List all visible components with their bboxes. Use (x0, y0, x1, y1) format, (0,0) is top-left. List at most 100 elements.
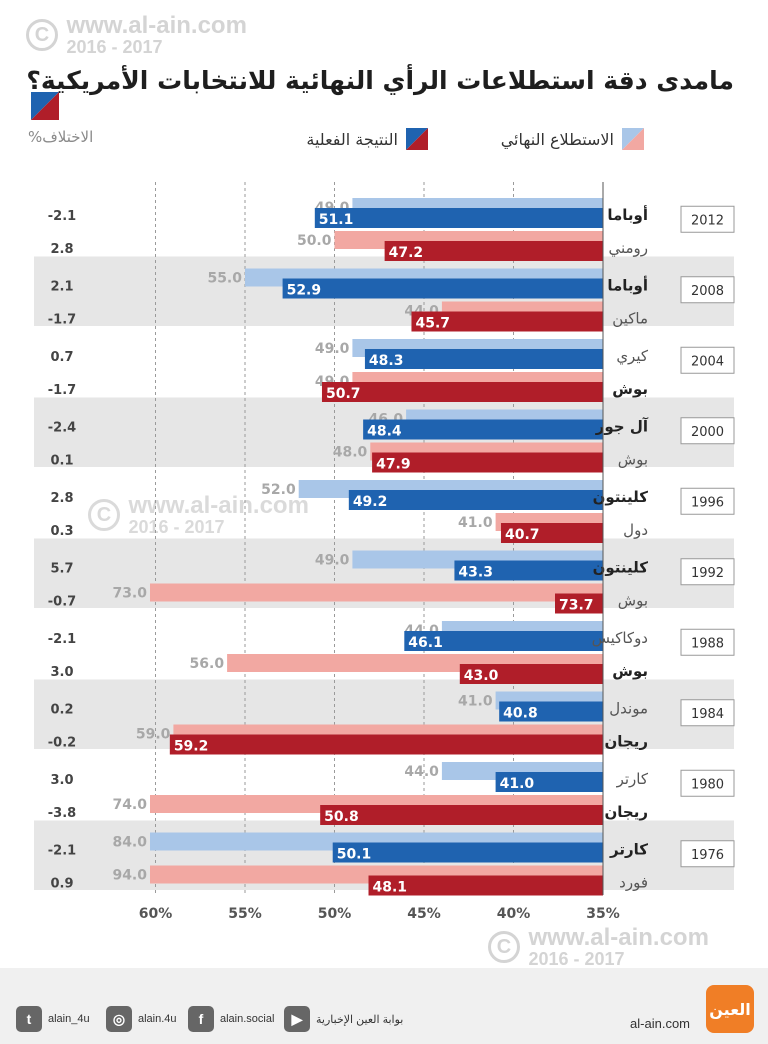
candidate-name: أوباما (607, 205, 648, 224)
youtube-handle: بوابة العين الإخبارية (316, 1013, 404, 1026)
watermark-site: www.al-ain.com (528, 924, 709, 951)
difference-value: 2.8 (50, 242, 73, 257)
result-bar (495, 772, 603, 792)
copyright-icon: C (26, 19, 58, 51)
tick-label: 60% (139, 906, 173, 922)
candidate-name: كيري (616, 347, 649, 366)
result-bar (169, 734, 603, 755)
candidate-name: بوش (618, 592, 648, 610)
watermark-site: www.al-ain.com (128, 492, 309, 519)
candidate-name: بوش (612, 662, 648, 680)
difference-label: الاختلاف% (28, 128, 94, 146)
tick-label: 40% (497, 906, 531, 922)
result-value-label: 47.9 (376, 457, 411, 473)
result-bar (411, 311, 603, 332)
watermark-bottom: C www.al-ain.com 2016 - 2017 (488, 926, 709, 968)
poll-value-label: 50.0 (297, 233, 332, 249)
result-value-label: 40.8 (503, 706, 538, 722)
legend-actual: النتيجة الفعلية (306, 128, 428, 150)
candidate-name: ريجان (604, 803, 648, 821)
difference-value: -2.1 (48, 632, 76, 647)
year-label: 2008 (691, 284, 724, 299)
year-label: 1984 (691, 707, 724, 722)
candidate-name: دوكاكيس (592, 629, 648, 647)
result-value-label: 45.7 (415, 316, 450, 332)
al-ain-logo[interactable]: العين (706, 985, 754, 1033)
poll-value-label: 48.0 (333, 445, 368, 461)
year-label: 1980 (691, 777, 724, 792)
result-bar (500, 523, 603, 543)
instagram-handle: alain.4u (138, 1013, 177, 1025)
legend-poll-swatch (622, 128, 644, 150)
candidate-name: أوباما (607, 276, 648, 295)
difference-value: -0.7 (48, 595, 76, 610)
social-youtube[interactable]: ▶ بوابة العين الإخبارية (284, 1006, 403, 1032)
watermark-years: 2016 - 2017 (66, 37, 163, 57)
result-value-label: 50.1 (337, 847, 372, 863)
candidate-name: رومني (608, 239, 648, 258)
result-bar (499, 701, 603, 722)
legend-actual-label: النتيجة الفعلية (306, 129, 398, 149)
copyright-icon: C (88, 499, 120, 531)
difference-value: 3.0 (50, 665, 73, 680)
difference-icon (31, 92, 59, 120)
poll-value-label: 44.0 (404, 764, 439, 780)
year-box (680, 346, 735, 374)
watermark-years: 2016 - 2017 (128, 517, 225, 537)
candidate-name: بوش (618, 451, 648, 469)
social-instagram[interactable]: ◎ alain.4u (106, 1006, 177, 1032)
difference-value: 3.0 (50, 773, 73, 788)
result-value-label: 41.0 (500, 776, 535, 792)
result-bar (321, 382, 603, 402)
poll-value-label: 41.0 (458, 694, 493, 710)
difference-value: -2.1 (48, 844, 76, 859)
candidate-name: كارتر (616, 770, 649, 788)
poll-value-label: 49.0 (315, 553, 350, 569)
result-value-label: 48.1 (373, 880, 408, 896)
result-value-label: 43.3 (458, 565, 493, 581)
year-box (680, 628, 735, 656)
result-value-label: 48.4 (367, 424, 402, 440)
chart-title: مامدى دقة استطلاعات الرأي النهائية للانت… (26, 66, 734, 95)
result-bar (372, 452, 603, 473)
site-url[interactable]: al-ain.com (630, 1016, 690, 1031)
candidate-name: دول (623, 521, 648, 539)
difference-value: -1.7 (48, 383, 76, 398)
difference-value: 2.8 (50, 491, 73, 506)
poll-value-label: 59.0 (136, 727, 171, 743)
social-twitter[interactable]: t alain_4u (16, 1006, 90, 1032)
year-box (680, 840, 735, 868)
watermark-top: C www.al-ain.com 2016 - 2017 (26, 14, 247, 56)
difference-value: 2.1 (50, 280, 73, 295)
difference-value: 0.2 (50, 703, 73, 718)
poll-bar (150, 583, 603, 602)
difference-value: 0.1 (50, 454, 73, 469)
result-value-label: 40.7 (505, 527, 540, 543)
year-box (680, 205, 735, 233)
legend-poll: الاستطلاع النهائي (501, 128, 644, 150)
result-value-label: 52.9 (287, 283, 322, 299)
result-value-label: 46.1 (408, 635, 443, 651)
result-bar (364, 349, 603, 369)
legend-actual-swatch (406, 128, 428, 150)
tick-label: 55% (228, 906, 262, 922)
poll-value-label: 73.0 (112, 586, 147, 602)
year-label: 1992 (691, 566, 724, 581)
social-facebook[interactable]: f alain.social (188, 1006, 274, 1032)
year-label: 1976 (691, 848, 724, 863)
result-bar (459, 664, 603, 684)
tick-label: 35% (586, 906, 620, 922)
result-value-label: 50.8 (324, 809, 359, 825)
result-value-label: 59.2 (174, 739, 209, 755)
difference-value: -3.8 (48, 806, 76, 821)
poll-value-label: 94.0 (112, 868, 147, 884)
result-bar (363, 419, 603, 440)
candidate-name: كارتر (609, 841, 648, 859)
year-box (680, 699, 735, 727)
candidate-name: كلينتون (593, 488, 649, 506)
youtube-icon: ▶ (284, 1006, 310, 1032)
poll-value-label: 49.0 (315, 341, 350, 357)
result-bar (332, 842, 603, 863)
result-value-label: 73.7 (559, 598, 594, 614)
poll-value-label: 41.0 (458, 515, 493, 531)
